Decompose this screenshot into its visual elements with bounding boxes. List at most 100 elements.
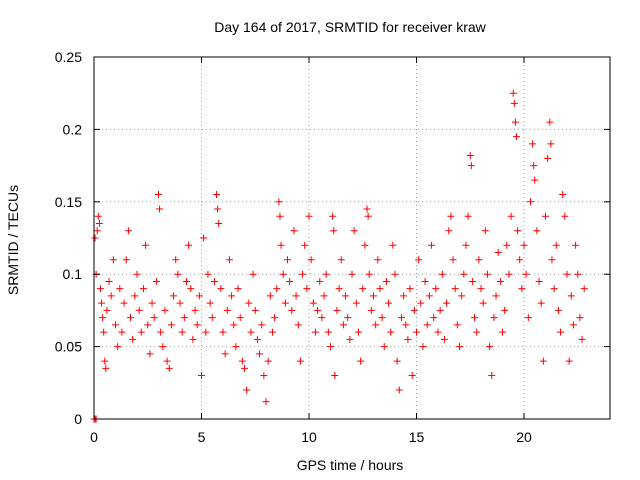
data-point bbox=[243, 386, 251, 394]
data-point bbox=[305, 212, 313, 220]
data-point bbox=[477, 285, 485, 293]
data-point bbox=[290, 227, 298, 235]
data-point bbox=[112, 321, 119, 329]
data-point bbox=[327, 343, 334, 351]
data-point bbox=[406, 285, 414, 293]
data-point bbox=[434, 328, 442, 336]
data-point bbox=[552, 241, 560, 249]
data-point bbox=[260, 372, 268, 380]
data-point bbox=[152, 277, 160, 285]
data-point bbox=[391, 270, 399, 278]
data-point bbox=[352, 299, 360, 307]
data-point bbox=[559, 191, 567, 199]
data-point bbox=[385, 299, 393, 307]
data-point bbox=[195, 292, 203, 300]
data-point bbox=[311, 328, 319, 336]
data-point bbox=[144, 321, 152, 329]
data-point bbox=[335, 285, 343, 293]
data-point bbox=[204, 270, 212, 278]
data-point bbox=[492, 292, 500, 300]
data-point bbox=[428, 241, 436, 249]
data-point bbox=[281, 299, 289, 307]
data-point bbox=[400, 292, 408, 300]
chart-title: Day 164 of 2017, SRMTID for receiver kra… bbox=[214, 19, 486, 35]
data-point bbox=[342, 292, 350, 300]
data-point bbox=[468, 277, 476, 285]
data-point bbox=[150, 314, 158, 322]
data-point bbox=[503, 241, 511, 249]
data-point bbox=[402, 321, 410, 329]
data-point bbox=[292, 292, 300, 300]
data-point bbox=[445, 227, 453, 235]
data-points bbox=[90, 89, 588, 423]
data-point bbox=[107, 292, 115, 300]
data-point bbox=[277, 241, 285, 249]
y-tick-label: 0.05 bbox=[55, 339, 82, 355]
data-point bbox=[380, 343, 388, 351]
data-point bbox=[200, 234, 208, 242]
data-point bbox=[494, 248, 502, 256]
y-tick-label: 0.1 bbox=[63, 266, 83, 282]
data-point bbox=[215, 220, 223, 228]
x-tick-label: 0 bbox=[90, 429, 98, 445]
data-point bbox=[135, 306, 143, 314]
data-point bbox=[142, 241, 150, 249]
data-point bbox=[105, 277, 113, 285]
data-point bbox=[554, 306, 562, 314]
data-point bbox=[238, 357, 246, 365]
data-point bbox=[247, 328, 255, 336]
data-point bbox=[118, 328, 126, 336]
data-point bbox=[301, 241, 309, 249]
data-point bbox=[376, 285, 384, 293]
data-point bbox=[572, 241, 580, 249]
data-point bbox=[464, 212, 472, 220]
data-point bbox=[271, 314, 279, 322]
data-point bbox=[486, 343, 494, 351]
data-point bbox=[432, 285, 440, 293]
data-point bbox=[98, 299, 106, 307]
data-point bbox=[146, 350, 154, 358]
data-point bbox=[294, 321, 302, 329]
data-point bbox=[548, 256, 556, 264]
data-point bbox=[180, 314, 188, 322]
data-point bbox=[187, 285, 195, 293]
data-point bbox=[451, 285, 459, 293]
data-point bbox=[378, 314, 386, 322]
data-point bbox=[488, 372, 496, 380]
data-point bbox=[320, 292, 328, 300]
data-point bbox=[176, 299, 184, 307]
x-axis-label: GPS time / hours bbox=[297, 457, 404, 473]
data-point bbox=[574, 270, 582, 278]
data-point bbox=[156, 205, 164, 213]
data-point bbox=[288, 306, 296, 314]
data-point bbox=[258, 321, 266, 329]
y-tick-label: 0.2 bbox=[63, 121, 83, 137]
data-point bbox=[273, 285, 281, 293]
data-point bbox=[268, 328, 276, 336]
x-tick-label: 10 bbox=[301, 429, 317, 445]
data-point bbox=[499, 328, 506, 336]
data-point bbox=[569, 321, 577, 329]
data-point bbox=[225, 256, 233, 264]
data-point bbox=[185, 241, 193, 249]
data-point bbox=[458, 292, 466, 300]
data-point bbox=[578, 335, 586, 343]
data-point bbox=[387, 328, 395, 336]
data-point bbox=[208, 314, 216, 322]
data-point bbox=[374, 256, 382, 264]
data-point bbox=[447, 212, 455, 220]
data-point bbox=[389, 241, 397, 249]
data-point bbox=[535, 277, 543, 285]
data-point bbox=[530, 162, 538, 170]
data-point bbox=[276, 212, 284, 220]
data-point bbox=[529, 140, 537, 148]
data-point bbox=[214, 205, 222, 213]
x-tick-label: 5 bbox=[198, 429, 206, 445]
data-point bbox=[94, 212, 102, 220]
data-point bbox=[430, 314, 438, 322]
data-point bbox=[337, 256, 345, 264]
data-point bbox=[307, 256, 315, 264]
data-point bbox=[303, 285, 311, 293]
